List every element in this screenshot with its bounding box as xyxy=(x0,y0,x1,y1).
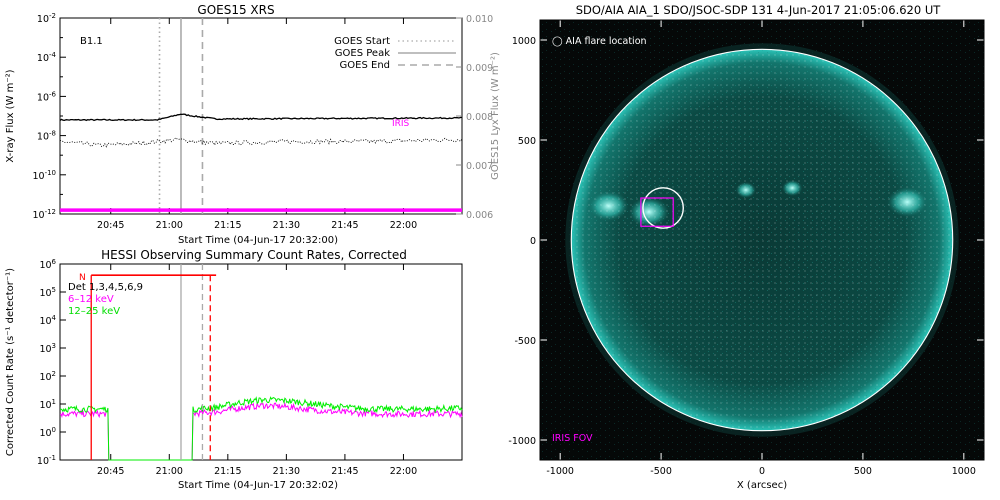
hessi-plot-frame xyxy=(59,263,463,461)
hessi-y-tick-label: 101 xyxy=(39,398,56,411)
hessi-6-12kev-series xyxy=(59,401,463,461)
aia-x-tick-label: -1000 xyxy=(546,466,574,477)
goes-legend-peak-label: GOES Peak xyxy=(335,48,390,59)
goes-y-tick-label: 10-6 xyxy=(37,90,57,103)
hessi-xlabel: Start Time (04-Jun-17 20:32:02) xyxy=(178,480,338,491)
aia-limb-circle xyxy=(570,48,954,432)
hessi-x-tick-label: 20:45 xyxy=(97,466,124,477)
goes-annotation: B1.1 xyxy=(80,36,103,47)
aia-image-frame xyxy=(539,19,985,461)
hessi-panel: HESSI Observing Summary Count Rates, Cor… xyxy=(5,248,463,491)
hessi-legend-low: 6–12 keV xyxy=(68,294,114,305)
goes-iris-label: IRIS xyxy=(392,119,410,129)
aia-x-tick-label: -500 xyxy=(650,466,672,477)
goes-legend-start-label: GOES Start xyxy=(334,36,390,47)
aia-flare-location-circle xyxy=(642,187,684,229)
goes-y-right-tick-label: 0.008 xyxy=(466,112,493,123)
hessi-12-25kev-series xyxy=(59,396,463,461)
hessi-y-tick-label: 102 xyxy=(39,370,56,383)
goes-y-right-tick-label: 0.010 xyxy=(466,14,493,25)
hessi-y-tick-label: 10-1 xyxy=(37,454,56,467)
aia-iris-fov-box xyxy=(640,197,674,227)
goes-ylabel-right: GOES15 Lyx Flux (W m⁻²) xyxy=(490,52,501,180)
aia-image-panel: SDO/AIA AIA_1 SDO/JSOC-SDP 131 4-Jun-201… xyxy=(508,3,985,491)
goes-x-tick-label: 21:45 xyxy=(331,220,358,231)
aia-y-tick-label: -1000 xyxy=(508,436,536,447)
hessi-title: HESSI Observing Summary Count Rates, Cor… xyxy=(101,248,407,262)
aia-xlabel: X (arcsec) xyxy=(737,480,787,491)
hessi-x-tick-label: 21:45 xyxy=(331,466,358,477)
hessi-legend-high: 12–25 keV xyxy=(68,306,120,317)
goes-long-channel-series xyxy=(59,113,463,122)
goes-plot-frame xyxy=(59,17,463,215)
goes-y-tick-label: 10-4 xyxy=(37,51,57,64)
hessi-legend-det: Det 1,3,4,5,6,9 xyxy=(68,282,143,293)
goes-xrs-panel: GOES15 XRS 20:45 21:00 21:15 21:30 21:45 22:0… xyxy=(5,3,501,246)
goes-title: GOES15 XRS xyxy=(197,3,274,17)
goes-y-tick-label: 10-10 xyxy=(32,169,56,182)
hessi-y-tick-label: 103 xyxy=(39,342,56,355)
aia-x-tick-label: 1000 xyxy=(952,466,976,477)
aia-y-tick-label: 1000 xyxy=(512,36,536,47)
goes-xlabel: Start Time (04-Jun-17 20:32:00) xyxy=(178,235,338,246)
goes-x-tick-label: 21:15 xyxy=(214,220,241,231)
goes-y-tick-label: 10-8 xyxy=(37,130,56,143)
goes-y-right-tick-label: 0.006 xyxy=(466,210,493,221)
goes-y-tick-label: 10-12 xyxy=(32,208,56,221)
hessi-legend: Det 1,3,4,5,6,9 6–12 keV 12–25 keV xyxy=(68,282,143,317)
hessi-y-tick-label: 100 xyxy=(39,426,56,439)
goes-y-right-tick-label: 0.009 xyxy=(466,63,493,74)
goes-legend-end-label: GOES End xyxy=(340,60,390,71)
aia-x-tick-label: 500 xyxy=(854,466,872,477)
goes-x-tick-label: 20:45 xyxy=(97,220,124,231)
hessi-x-tick-label: 21:00 xyxy=(156,466,183,477)
hessi-night-label: N xyxy=(79,273,86,283)
hessi-x-tick-label: 21:30 xyxy=(273,466,300,477)
goes-short-channel-series xyxy=(59,137,463,148)
aia-y-tick-label: -500 xyxy=(514,336,536,347)
aia-flare-location-label: ◯ AIA flare location xyxy=(552,36,647,47)
goes-y-tick-label: 10-2 xyxy=(37,12,56,25)
aia-y-tick-label: 500 xyxy=(518,136,536,147)
goes-x-tick-label: 22:00 xyxy=(390,220,417,231)
aia-grid-overlay xyxy=(571,49,953,431)
aia-iris-fov-label: IRIS FOV xyxy=(552,433,593,444)
goes-ylabel-left: X-ray Flux (W m⁻²) xyxy=(5,69,16,162)
goes-x-tick-label: 21:00 xyxy=(156,220,183,231)
goes-legend: GOES Start GOES Peak GOES End xyxy=(334,36,456,71)
hessi-y-tick-label: 106 xyxy=(39,258,56,271)
aia-title: SDO/AIA AIA_1 SDO/JSOC-SDP 131 4-Jun-201… xyxy=(576,3,942,17)
hessi-y-tick-label: 105 xyxy=(39,286,56,299)
hessi-y-tick-label: 104 xyxy=(39,314,56,327)
hessi-x-tick-label: 22:00 xyxy=(390,466,417,477)
hessi-ylabel: Corrected Count Rate (s⁻¹ detector⁻¹) xyxy=(5,268,16,456)
goes-y-right-tick-label: 0.007 xyxy=(466,161,493,172)
aia-y-tick-label: 0 xyxy=(530,236,536,247)
hessi-x-tick-label: 21:15 xyxy=(214,466,241,477)
aia-x-tick-label: 0 xyxy=(759,466,765,477)
goes-x-tick-label: 21:30 xyxy=(273,220,300,231)
